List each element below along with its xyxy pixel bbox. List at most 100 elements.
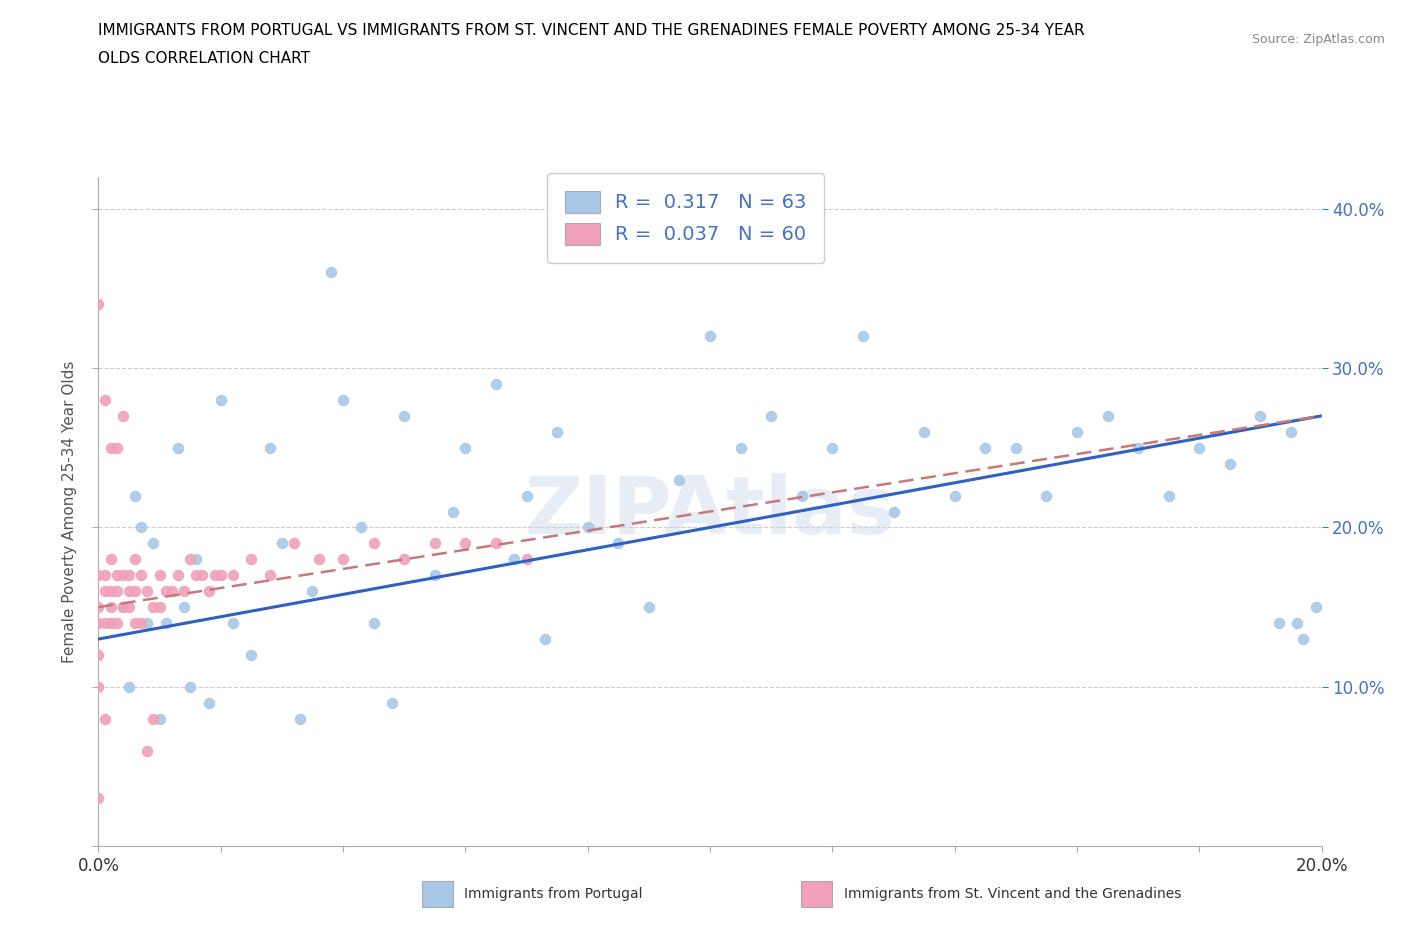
Text: OLDS CORRELATION CHART: OLDS CORRELATION CHART	[98, 51, 311, 66]
Point	[759, 408, 782, 423]
Point	[668, 472, 690, 487]
Point	[259, 568, 281, 583]
Point	[534, 631, 557, 646]
Point	[283, 536, 305, 551]
Point	[173, 584, 195, 599]
Point	[118, 568, 141, 583]
Point	[111, 600, 134, 615]
Point	[204, 568, 226, 583]
Point	[179, 551, 201, 566]
Point	[100, 616, 122, 631]
Point	[1097, 408, 1119, 423]
Point	[637, 600, 661, 615]
Point	[87, 568, 110, 583]
Point	[87, 297, 110, 312]
Point	[118, 584, 141, 599]
Text: Immigrants from Portugal: Immigrants from Portugal	[464, 886, 643, 901]
Point	[516, 488, 538, 503]
Point	[350, 520, 373, 535]
Point	[93, 711, 115, 726]
Point	[790, 488, 813, 503]
Point	[111, 408, 134, 423]
Point	[1279, 424, 1302, 439]
Point	[1219, 457, 1241, 472]
Point	[100, 551, 122, 566]
Point	[136, 584, 159, 599]
Point	[974, 440, 997, 455]
Point	[160, 584, 183, 599]
Point	[1249, 408, 1271, 423]
Point	[1035, 488, 1057, 503]
Point	[363, 616, 385, 631]
Point	[270, 536, 292, 551]
Point	[129, 568, 152, 583]
Point	[1066, 424, 1088, 439]
Point	[454, 536, 477, 551]
Point	[240, 647, 263, 662]
Point	[87, 600, 110, 615]
Legend: R =  0.317   N = 63, R =  0.037   N = 60: R = 0.317 N = 63, R = 0.037 N = 60	[547, 173, 824, 262]
Point	[852, 328, 875, 343]
Text: Immigrants from St. Vincent and the Grenadines: Immigrants from St. Vincent and the Gren…	[844, 886, 1181, 901]
Point	[167, 568, 190, 583]
Point	[209, 568, 232, 583]
Point	[240, 551, 263, 566]
Point	[392, 551, 416, 566]
Point	[129, 520, 152, 535]
Point	[423, 536, 446, 551]
Point	[503, 551, 526, 566]
Point	[136, 616, 159, 631]
Point	[100, 440, 122, 455]
Point	[1128, 440, 1150, 455]
Point	[1268, 616, 1291, 631]
Point	[87, 791, 110, 806]
Point	[142, 600, 165, 615]
Point	[883, 504, 905, 519]
Point	[191, 568, 214, 583]
Point	[485, 536, 508, 551]
Text: IMMIGRANTS FROM PORTUGAL VS IMMIGRANTS FROM ST. VINCENT AND THE GRENADINES FEMAL: IMMIGRANTS FROM PORTUGAL VS IMMIGRANTS F…	[98, 23, 1085, 38]
Point	[100, 616, 122, 631]
Point	[423, 568, 446, 583]
Point	[392, 408, 416, 423]
Point	[222, 568, 245, 583]
Point	[363, 536, 385, 551]
Text: Source: ZipAtlas.com: Source: ZipAtlas.com	[1251, 33, 1385, 46]
Point	[186, 551, 208, 566]
Point	[111, 600, 134, 615]
Point	[381, 696, 404, 711]
Point	[124, 616, 146, 631]
Point	[222, 616, 245, 631]
Point	[454, 440, 477, 455]
Point	[93, 584, 115, 599]
Point	[93, 392, 115, 407]
Point	[142, 711, 165, 726]
Point	[308, 551, 330, 566]
Point	[209, 392, 232, 407]
Point	[124, 551, 146, 566]
Point	[136, 743, 159, 758]
Point	[93, 568, 115, 583]
Point	[155, 616, 177, 631]
Y-axis label: Female Poverty Among 25-34 Year Olds: Female Poverty Among 25-34 Year Olds	[62, 360, 77, 663]
Point	[124, 584, 146, 599]
Point	[576, 520, 599, 535]
Point	[149, 568, 172, 583]
Point	[290, 711, 312, 726]
Point	[93, 616, 115, 631]
Point	[197, 584, 219, 599]
Point	[173, 600, 195, 615]
Point	[167, 440, 190, 455]
Point	[1004, 440, 1026, 455]
Point	[730, 440, 752, 455]
Bar	[801, 881, 832, 907]
Point	[124, 488, 146, 503]
Point	[87, 680, 110, 695]
Point	[149, 711, 172, 726]
Point	[179, 680, 201, 695]
Point	[1292, 631, 1315, 646]
Point	[142, 536, 165, 551]
Point	[149, 600, 172, 615]
Point	[943, 488, 966, 503]
Point	[1157, 488, 1180, 503]
